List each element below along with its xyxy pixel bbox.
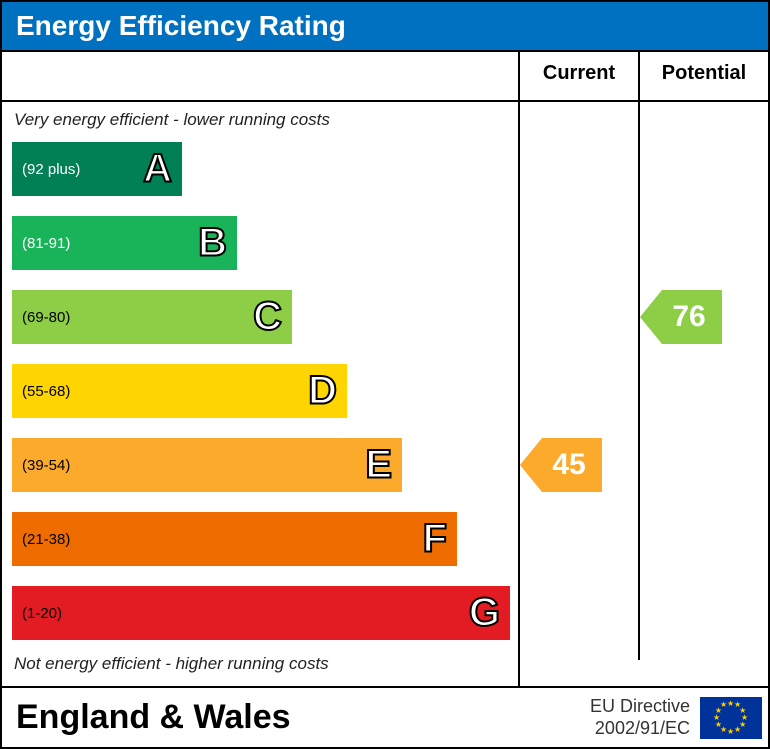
band-row-g: (1-20) G: [12, 580, 508, 646]
band-row-a: (92 plus) A: [12, 136, 508, 202]
header-potential: Potential: [640, 50, 770, 100]
band-bar-f: (21-38) F: [12, 512, 457, 566]
eu-star: ★: [734, 725, 741, 734]
pointer-arrow-potential: [640, 290, 662, 344]
band-range-c: (69-80): [12, 309, 70, 326]
footer: England & Wales EU Directive 2002/91/EC …: [2, 686, 768, 747]
current-column: 45: [520, 100, 640, 660]
pointer-current: 45: [520, 438, 602, 492]
footer-region: England & Wales: [2, 688, 520, 747]
band-bar-g: (1-20) G: [12, 586, 510, 640]
band-letter-f: F: [423, 517, 447, 562]
band-range-d: (55-68): [12, 383, 70, 400]
tip-bottom: Not energy efficient - higher running co…: [14, 654, 508, 674]
bands-column: Very energy efficient - lower running co…: [2, 100, 520, 686]
eu-star: ★: [727, 727, 734, 736]
footer-directive: EU Directive 2002/91/EC ★★★★★★★★★★★★: [520, 688, 770, 747]
band-range-g: (1-20): [12, 605, 62, 622]
eu-flag-icon: ★★★★★★★★★★★★: [700, 697, 762, 739]
header-current: Current: [520, 50, 640, 100]
potential-column: 76: [640, 100, 770, 660]
band-bar-e: (39-54) E: [12, 438, 402, 492]
band-range-e: (39-54): [12, 457, 70, 474]
band-bar-c: (69-80) C: [12, 290, 292, 344]
band-row-f: (21-38) F: [12, 506, 508, 572]
band-row-e: (39-54) E: [12, 432, 508, 498]
directive-line1: EU Directive: [590, 696, 690, 718]
directive-line2: 2002/91/EC: [590, 718, 690, 740]
band-bar-a: (92 plus) A: [12, 142, 182, 196]
header-empty: [2, 50, 520, 100]
band-range-a: (92 plus): [12, 161, 80, 178]
pointer-value-current: 45: [542, 438, 602, 492]
band-letter-g: G: [469, 591, 500, 636]
band-row-d: (55-68) D: [12, 358, 508, 424]
tip-top: Very energy efficient - lower running co…: [14, 110, 508, 130]
chart-title: Energy Efficiency Rating: [2, 2, 768, 50]
pointer-arrow-current: [520, 438, 542, 492]
band-bar-b: (81-91) B: [12, 216, 237, 270]
band-letter-a: A: [143, 147, 172, 192]
directive-text: EU Directive 2002/91/EC: [590, 696, 690, 739]
band-row-c: (69-80) C: [12, 284, 508, 350]
band-row-b: (81-91) B: [12, 210, 508, 276]
band-range-b: (81-91): [12, 235, 70, 252]
band-letter-c: C: [253, 295, 282, 340]
band-letter-d: D: [308, 369, 337, 414]
pointer-potential: 76: [640, 290, 722, 344]
band-letter-e: E: [365, 443, 392, 488]
band-bar-d: (55-68) D: [12, 364, 347, 418]
epc-chart: Energy Efficiency Rating Current Potenti…: [0, 0, 770, 749]
band-letter-b: B: [198, 221, 227, 266]
pointer-value-potential: 76: [662, 290, 722, 344]
chart-grid: Current Potential Very energy efficient …: [2, 50, 768, 686]
band-range-f: (21-38): [12, 531, 70, 548]
eu-star: ★: [720, 700, 727, 709]
